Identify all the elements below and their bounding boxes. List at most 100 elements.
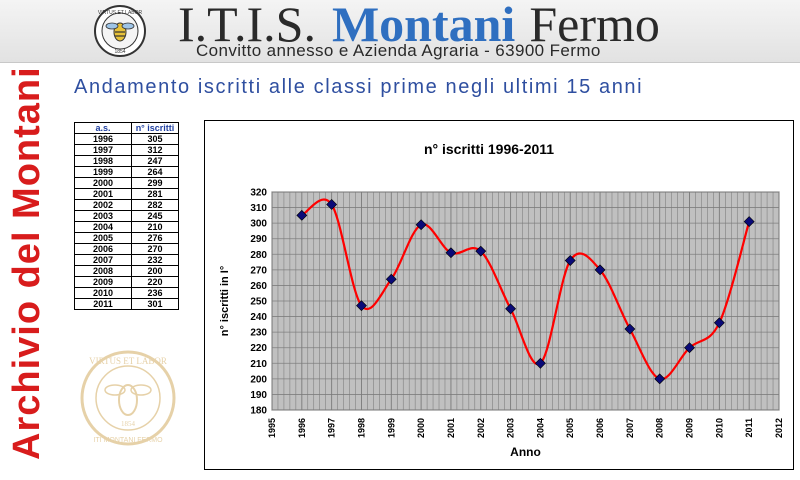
school-subtitle: Convitto annesso e Azienda Agraria - 639… (196, 41, 601, 60)
y-tick-label: 320 (250, 188, 267, 199)
cell-year: 1996 (74, 133, 132, 145)
data-point-marker (534, 357, 546, 369)
data-point-marker (415, 219, 427, 231)
cell-year: 2008 (74, 265, 132, 277)
x-tick-label: 2003 (506, 418, 516, 438)
table-row: 2000 299 (74, 177, 179, 189)
data-point-marker (713, 317, 725, 329)
y-axis-label: n° iscritti in I° (219, 266, 231, 337)
title-fermo: Fermo (529, 0, 660, 52)
y-tick-label: 250 (250, 297, 267, 308)
cell-year: 2006 (74, 243, 132, 255)
x-tick-label: 2005 (565, 418, 575, 438)
data-point-marker (326, 199, 338, 210)
table-row: 2009 220 (74, 276, 179, 288)
cell-count: 299 (131, 177, 179, 189)
title-itis: I.T.I.S. (178, 0, 316, 52)
watermark-year: 1854 (121, 420, 136, 428)
data-point-marker (654, 373, 666, 385)
data-point-marker (385, 273, 397, 285)
table-row: 2010 236 (74, 287, 179, 299)
y-tick-label: 270 (250, 265, 267, 276)
cell-count: 270 (131, 243, 179, 255)
data-point-marker (684, 342, 695, 354)
school-logo-icon: VIRTUS ET LABOR 1854 (94, 5, 146, 57)
x-tick-label: 2009 (685, 418, 695, 438)
x-tick-label: 2010 (714, 418, 724, 438)
table-header-row: a.s. n° iscritti (74, 122, 179, 134)
cell-year: 1997 (74, 144, 132, 156)
cell-count: 264 (131, 166, 179, 178)
x-tick-label: 1996 (297, 418, 307, 438)
table-row: 2003 245 (74, 210, 179, 222)
y-tick-label: 210 (250, 359, 267, 370)
y-tick-label: 260 (250, 281, 267, 292)
cell-count: 312 (131, 144, 179, 156)
table-row: 2007 232 (74, 254, 179, 266)
title-montani: Montani (331, 0, 516, 52)
data-point-marker (296, 209, 308, 221)
data-point-marker (743, 216, 755, 228)
cell-year: 2009 (74, 276, 132, 288)
y-tick-label: 190 (250, 390, 267, 401)
header-banner: VIRTUS ET LABOR 1854 I.T.I.S. Montani Ferm… (0, 0, 800, 63)
x-tick-label: 2004 (535, 418, 545, 438)
x-tick-label: 2011 (744, 418, 754, 438)
cell-year: 1999 (74, 166, 132, 178)
logo-text: VIRTUS ET LABOR (98, 10, 143, 16)
x-tick-label: 2012 (774, 418, 784, 438)
cell-count: 236 (131, 287, 179, 299)
data-point-marker (505, 303, 517, 315)
y-tick-label: 310 (250, 203, 267, 214)
cell-year: 2007 (74, 254, 132, 266)
watermark-top-text: VIRTUS ET LABOR (89, 356, 167, 366)
logo-year: 1854 (114, 49, 125, 55)
data-point-marker (594, 264, 606, 276)
y-tick-label: 290 (250, 234, 267, 245)
data-point-marker (475, 245, 487, 257)
cell-year: 2011 (74, 298, 132, 310)
col-header-year: a.s. (74, 122, 132, 134)
table-row: 2005 276 (74, 232, 179, 244)
data-point-marker (624, 323, 636, 335)
cell-year: 2004 (74, 221, 132, 233)
page-heading: Andamento iscritti alle classi prime neg… (74, 76, 644, 98)
school-seal-watermark: VIRTUS ET LABOR 1854 ITI MONTANI FERMO (80, 350, 176, 446)
table-row: 2011 301 (74, 298, 179, 310)
x-tick-label: 2007 (625, 418, 635, 438)
cell-year: 2002 (74, 199, 132, 211)
x-tick-label: 2001 (446, 418, 456, 438)
data-point-marker (356, 300, 367, 312)
cell-count: 276 (131, 232, 179, 244)
cell-year: 2003 (74, 210, 132, 222)
series-line (301, 198, 751, 380)
x-tick-label: 2008 (655, 418, 665, 438)
cell-year: 2010 (74, 287, 132, 299)
x-tick-label: 1998 (356, 418, 366, 438)
table-row: 1997 312 (74, 144, 179, 156)
table-row: 2002 282 (74, 199, 179, 211)
cell-year: 2000 (74, 177, 132, 189)
x-tick-label: 2000 (416, 418, 426, 438)
y-tick-label: 220 (250, 343, 267, 354)
table-row: 1999 264 (74, 166, 179, 178)
cell-count: 210 (131, 221, 179, 233)
cell-count: 282 (131, 199, 179, 211)
table-row: 2001 281 (74, 188, 179, 200)
table-row: 2004 210 (74, 221, 179, 233)
x-tick-label: 2002 (476, 418, 486, 438)
cell-count: 305 (131, 133, 179, 145)
cell-year: 2001 (74, 188, 132, 200)
y-tick-label: 180 (250, 406, 267, 417)
watermark-bottom-text: ITI MONTANI FERMO (93, 437, 163, 444)
y-tick-label: 240 (250, 312, 267, 323)
table-row: 2006 270 (74, 243, 179, 255)
cell-count: 232 (131, 254, 179, 266)
y-tick-label: 300 (250, 219, 267, 230)
y-tick-label: 280 (250, 250, 267, 261)
y-tick-label: 230 (250, 328, 267, 339)
enrollment-chart: 180 190 200 210 220 230 240 250 260 270 280 290 300 3… (204, 120, 794, 470)
data-point-marker (564, 255, 576, 266)
x-tick-label: 1995 (267, 418, 277, 438)
cell-count: 281 (131, 188, 179, 200)
